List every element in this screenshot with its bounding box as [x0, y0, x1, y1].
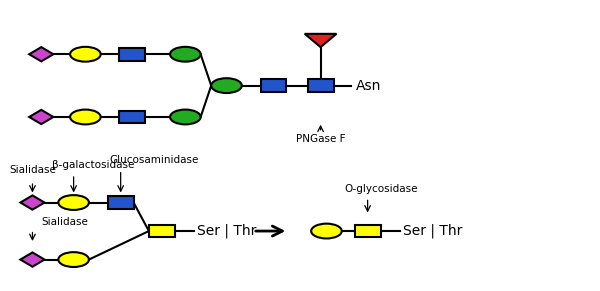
Bar — [260, 79, 286, 92]
Bar — [355, 225, 380, 237]
Circle shape — [70, 47, 101, 62]
Polygon shape — [305, 34, 337, 47]
Circle shape — [70, 110, 101, 124]
Circle shape — [58, 252, 89, 267]
Text: Ser | Thr: Ser | Thr — [403, 224, 462, 238]
Text: Sialidase: Sialidase — [9, 166, 56, 175]
Circle shape — [58, 195, 89, 210]
Circle shape — [211, 78, 242, 93]
Bar — [119, 48, 145, 61]
Bar — [108, 196, 134, 209]
Text: Sialidase: Sialidase — [41, 217, 88, 227]
Circle shape — [170, 110, 200, 124]
Bar — [308, 79, 334, 92]
Polygon shape — [29, 47, 53, 61]
Circle shape — [311, 224, 342, 238]
Text: Glucosaminidase: Glucosaminidase — [109, 155, 198, 166]
Bar — [149, 225, 175, 237]
Circle shape — [170, 47, 200, 62]
Text: Asn: Asn — [356, 79, 381, 93]
Polygon shape — [20, 253, 44, 267]
Text: O-glycosidase: O-glycosidase — [344, 184, 418, 194]
Polygon shape — [29, 110, 53, 124]
Text: β-galactosidase: β-galactosidase — [52, 160, 134, 170]
Polygon shape — [20, 196, 44, 210]
Text: Ser | Thr: Ser | Thr — [197, 224, 256, 238]
Bar — [119, 111, 145, 123]
Text: PNGase F: PNGase F — [296, 134, 346, 144]
